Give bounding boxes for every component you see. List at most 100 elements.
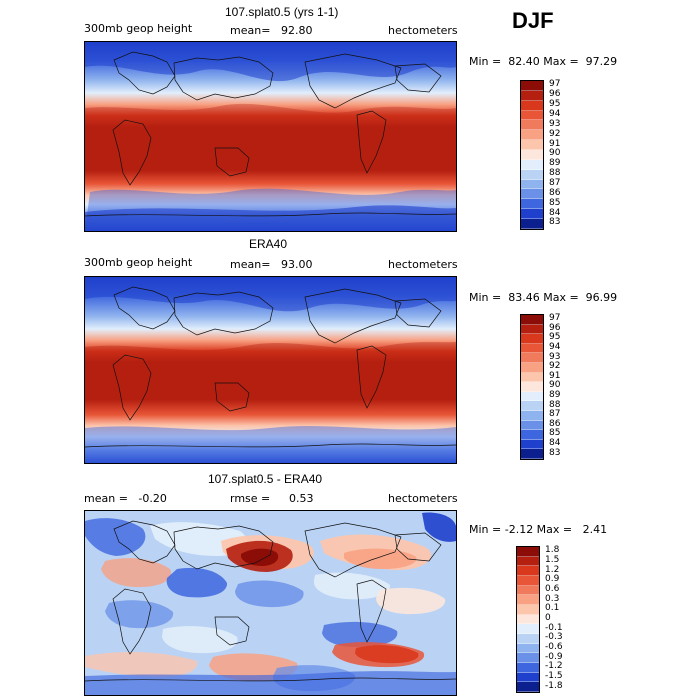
colorbar-tick-label: 88 [549,168,561,179]
panel-3-map-plot [85,511,456,695]
colorbar-tick-label: 85 [549,428,561,439]
colorbar-cell [517,634,539,644]
colorbar-tick-label: 95 [549,332,561,343]
colorbar-tick-label: 90 [549,148,561,159]
colorbar-tick-label: 92 [549,361,561,372]
colorbar-tick-label: 83 [549,217,561,228]
colorbar-tick-label: 0.1 [545,603,560,614]
colorbar-cell [517,547,539,557]
colorbar-tick-label: 89 [549,158,561,169]
colorbar-cell [521,343,543,354]
panel-2-map-plot [85,277,456,463]
colorbar-tick-label: 1.8 [545,545,560,556]
colorbar-cell [521,382,543,392]
panel-2-variable-label: 300mb geop height [84,256,193,269]
season-title: DJF [512,8,554,33]
panel-3-rmse-label: rmse = [230,492,271,505]
colorbar-tick-label: 91 [549,138,561,149]
colorbar-cell [517,643,539,654]
panel-2-minmax: Min = 83.46 Max = 96.99 [469,291,618,304]
colorbar-tick-label: 96 [549,89,561,100]
colorbar-tick-label: 87 [549,409,561,420]
panel-2-mean-label: mean= [230,258,271,271]
colorbar-tick-label: 84 [549,438,561,449]
colorbar-tick-label: -0.1 [545,622,563,633]
colorbar-tick-label: 86 [549,187,561,198]
colorbar-cell [521,159,543,170]
panel-3-units: hectometers [388,492,458,505]
colorbar-tick-label: 95 [549,99,561,110]
colorbar-cell [521,219,543,229]
colorbar-cell [517,614,539,625]
colorbar-cell [521,81,543,91]
colorbar-tick-label: 97 [549,79,561,90]
colorbar-cell [517,682,539,693]
colorbar-tick-label: 91 [549,370,561,381]
colorbar-tick-label: 0 [545,613,551,624]
colorbar-tick-label: -0.3 [545,632,563,643]
colorbar-cell [517,672,539,683]
colorbar-cell [521,209,543,220]
colorbar-tick-label: 1.5 [545,555,560,565]
colorbar-cell [521,130,543,141]
colorbar-tick-label: 0.3 [545,593,560,604]
colorbar-tick-label: 89 [549,390,561,401]
panel-2-mean-value: 93.00 [281,258,313,271]
colorbar-cell [521,100,543,111]
colorbar-tick-label: -1.8 [545,680,563,691]
colorbar-cell [521,353,543,363]
colorbar-tick-label: 90 [549,380,561,391]
colorbar-tick-label: 88 [549,399,561,410]
colorbar-cell [521,372,543,383]
colorbar-tick-label: 94 [549,342,561,353]
panel-1-units: hectometers [388,24,458,37]
panel-3-minmax: Min = -2.12 Max = 2.41 [469,523,608,536]
colorbar-tick-label: 93 [549,351,561,362]
panel-1-mean-label: mean= [230,24,271,37]
colorbar-tick-label: 94 [549,109,561,119]
colorbar-cell [521,179,543,190]
panel-3-title: 107.splat0.5 - ERA40 [208,472,323,486]
colorbar-cell [521,324,543,335]
colorbar-cell [517,653,539,664]
panel-1-colorbar-labels: 97 96 95 94 93 92 91 90 89 88 87 86 85 84 83 [549,80,560,228]
colorbar-tick-label: 92 [549,128,561,139]
colorbar-tick-label: -0.9 [545,651,563,662]
colorbar-tick-label: 84 [549,207,561,218]
colorbar-cell [521,430,543,440]
colorbar-cell [517,595,539,606]
panel-3-mean-label: mean = -0.20 [84,492,167,505]
colorbar-cell [517,576,539,586]
panel-1-map [84,41,457,232]
colorbar-cell [521,420,543,431]
colorbar-cell [521,199,543,210]
colorbar-tick-label: 1.2 [545,564,560,575]
colorbar-cell [521,140,543,151]
colorbar-cell [521,439,543,450]
colorbar-cell [521,449,543,459]
colorbar-tick-label: 96 [549,322,561,333]
colorbar-cell [517,663,539,673]
panel-3-map [84,510,457,696]
panel-3-colorbar [516,546,540,693]
colorbar-cell [521,401,543,411]
colorbar-cell [521,150,543,160]
colorbar-tick-label: 86 [549,418,561,429]
colorbar-tick-label: 93 [549,118,561,129]
panel-1-variable-label: 300mb geop height [84,22,193,35]
colorbar-tick-label: -0.6 [545,642,563,653]
colorbar-cell [521,110,543,121]
colorbar-tick-label: 97 [549,313,561,324]
colorbar-cell [521,362,543,373]
panel-2-units: hectometers [388,258,458,271]
panel-1-colorbar [520,80,544,230]
colorbar-cell [521,315,543,325]
colorbar-cell [521,334,543,344]
colorbar-cell [517,556,539,567]
colorbar-tick-label: 0.6 [545,584,560,595]
colorbar-cell [521,189,543,200]
colorbar-cell [517,585,539,596]
colorbar-tick-label: 85 [549,197,561,208]
colorbar-cell [521,90,543,101]
panel-3-rmse-value: 0.53 [289,492,314,505]
